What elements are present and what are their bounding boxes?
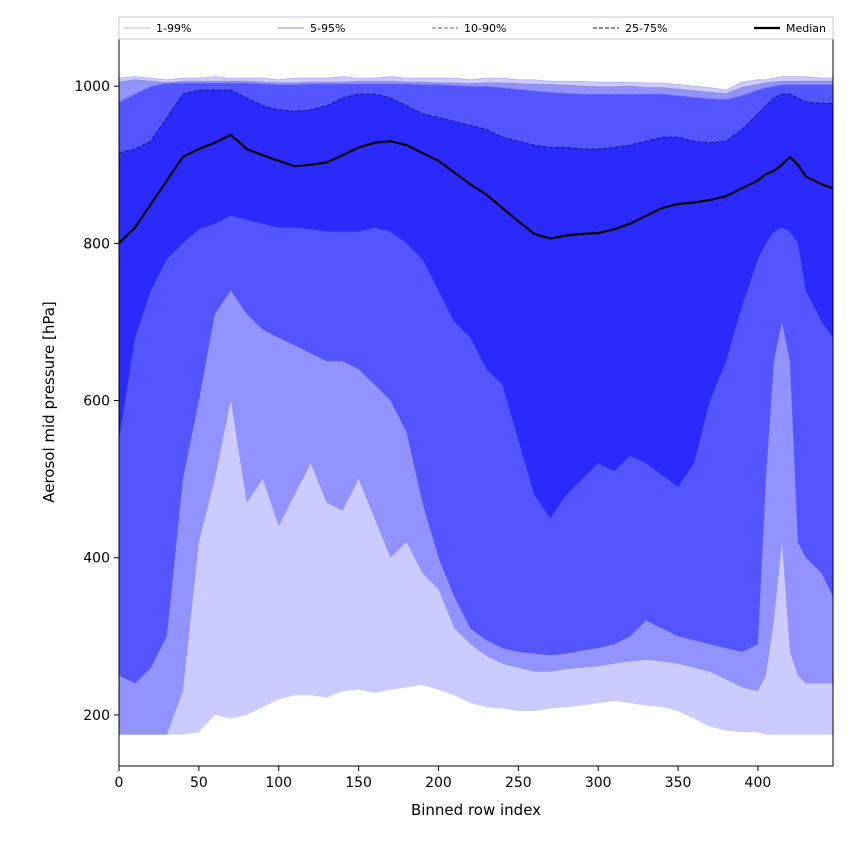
legend: 1-99% 5-95% 10-90% 25-75% Median bbox=[118, 16, 834, 40]
y-tick-label: 200 bbox=[83, 708, 110, 724]
legend-label: 1-99% bbox=[156, 22, 191, 35]
legend-label: Median bbox=[786, 22, 826, 35]
series-lines-layer bbox=[118, 76, 834, 245]
y-tick-label: 800 bbox=[83, 236, 110, 252]
band-edge-1-99% bbox=[118, 76, 833, 91]
x-tick-label: 200 bbox=[425, 775, 452, 791]
series-line-median bbox=[118, 133, 834, 245]
y-tick-label: 1000 bbox=[74, 79, 110, 95]
x-tick-label: 300 bbox=[585, 775, 612, 791]
band-edge-5-95% bbox=[118, 79, 833, 95]
x-tick-label: 100 bbox=[265, 775, 292, 791]
band-area-25-75% bbox=[119, 90, 833, 519]
legend-frame bbox=[118, 16, 834, 40]
legend-label: 5-95% bbox=[310, 22, 345, 35]
x-axis-label: Binned row index bbox=[411, 801, 541, 819]
y-tick-label: 600 bbox=[83, 394, 110, 410]
bands-layer bbox=[119, 76, 833, 735]
x-tick-label: 150 bbox=[345, 775, 372, 791]
x-tick-label: 250 bbox=[505, 775, 532, 791]
y-axis-label: Aerosol mid pressure [hPa] bbox=[40, 301, 58, 503]
x-axis: 0 50 100 150 200 250 300 350 400 bbox=[115, 766, 772, 791]
y-axis: 200 400 600 800 1000 bbox=[74, 79, 119, 724]
band-edge-10-90% bbox=[118, 82, 833, 103]
legend-label: 10-90% bbox=[464, 22, 506, 35]
legend-label: 25-75% bbox=[625, 22, 667, 35]
x-tick-label: 400 bbox=[745, 775, 772, 791]
x-tick-label: 50 bbox=[190, 775, 208, 791]
y-tick-label: 400 bbox=[83, 551, 110, 567]
band-edge-25-75% bbox=[118, 89, 833, 154]
x-tick-label: 0 bbox=[115, 775, 124, 791]
x-tick-label: 350 bbox=[665, 775, 692, 791]
